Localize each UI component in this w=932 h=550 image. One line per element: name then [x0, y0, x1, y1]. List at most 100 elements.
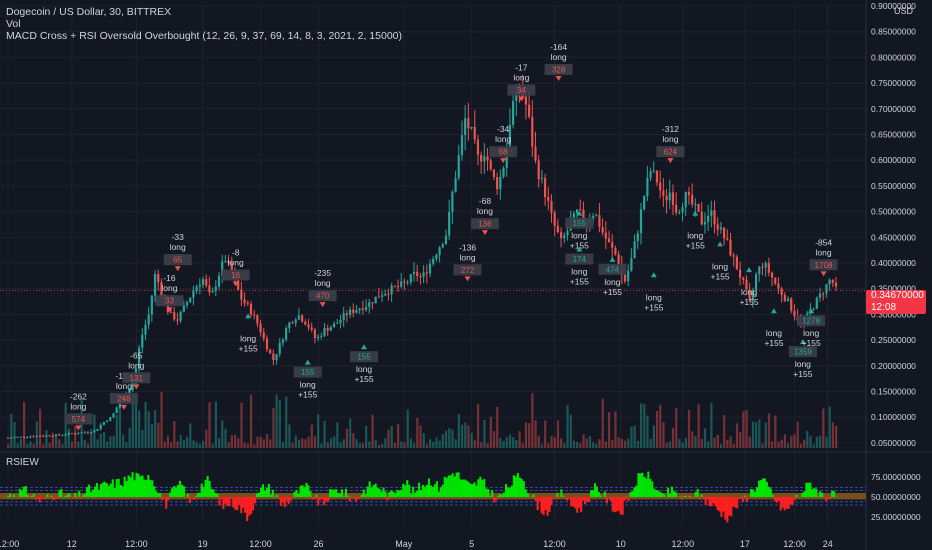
candle-body — [253, 314, 256, 316]
rsi-bar — [161, 497, 164, 501]
signal-badge-text: 155 — [573, 219, 587, 228]
rsi-bar — [352, 497, 355, 498]
candle-body — [118, 401, 121, 408]
rsi-bar — [587, 497, 591, 503]
price-tick-label: 0.75000000 — [871, 78, 916, 88]
volume-bar — [751, 421, 755, 448]
rsi-bar — [702, 497, 705, 499]
time-tick-label: 12:00 — [0, 539, 19, 549]
rsi-bar — [556, 492, 559, 497]
signal-badge-text: 574 — [72, 415, 86, 424]
rsi-bar — [489, 496, 492, 497]
candle-body — [224, 261, 227, 263]
rsi-bar — [807, 482, 810, 497]
rsi-tick-label: 25.00000000 — [871, 512, 921, 522]
volume-legend[interactable]: Vol — [6, 18, 21, 30]
rsi-bar — [833, 491, 836, 497]
rsi-bar — [576, 497, 579, 513]
rsi-bar — [220, 497, 223, 499]
symbol-legend[interactable]: Dogecoin / US Dollar, 30, BITTREX — [6, 6, 171, 18]
rsi-bar — [119, 484, 122, 497]
signal-badge — [221, 269, 250, 281]
rsi-bar — [301, 485, 304, 497]
volume-bar — [627, 438, 630, 448]
candle-body — [502, 167, 505, 177]
candle-body — [64, 434, 67, 436]
rsi-bar — [439, 487, 442, 497]
symbol-title[interactable]: Dogecoin / US Dollar, 30, BITTREX — [6, 6, 172, 18]
rsi-bar — [584, 497, 587, 505]
rsi-bar — [532, 494, 535, 497]
rsi-bar — [805, 482, 808, 497]
rsi-bar — [791, 497, 794, 506]
rsi-bar — [115, 479, 118, 497]
volume-bar — [217, 438, 221, 448]
rsi-bar — [263, 490, 266, 497]
rsi-tick-label: 50.00000000 — [871, 492, 921, 502]
candle-body — [288, 322, 291, 329]
rsi-bar — [508, 487, 512, 497]
sell-arrow-icon — [174, 266, 181, 272]
rsi-bar — [26, 494, 29, 497]
candle-body — [371, 302, 374, 304]
rsi-bar — [24, 486, 27, 497]
rsi-bar — [362, 489, 365, 497]
volume-bar — [675, 407, 678, 448]
candle-body — [339, 319, 342, 323]
signal-badge-text: 16 — [231, 271, 240, 280]
candle-body — [185, 302, 189, 306]
rsi-bar — [562, 495, 565, 497]
rsi-bar — [682, 496, 685, 497]
volume-bar — [569, 414, 572, 448]
volume-bar — [342, 439, 345, 448]
candle-body — [678, 212, 681, 214]
sell-arrow-icon — [133, 384, 140, 390]
volume-bar — [735, 423, 739, 448]
signal-badge-text: 33 — [165, 297, 174, 306]
volume-bar — [374, 440, 377, 448]
volume-bar — [275, 394, 278, 448]
rsi-bar — [16, 497, 19, 498]
indicator-legend[interactable]: MACD Cross + RSI Oversold Overbought (12… — [6, 30, 402, 42]
indicator-title[interactable]: MACD Cross + RSI Oversold Overbought (12… — [6, 30, 403, 42]
rsi-bar — [84, 493, 87, 497]
candle-body — [42, 435, 45, 437]
volume-bar — [195, 442, 198, 448]
volume-bar — [393, 443, 397, 448]
volume-bar — [106, 441, 109, 448]
rsi-bar — [157, 493, 160, 497]
time-tick-label: 12:00 — [672, 539, 695, 549]
volume-bar — [278, 399, 281, 448]
signal-badge-text: 246 — [117, 394, 131, 403]
rsi-bar — [645, 478, 648, 497]
candle-body — [352, 309, 355, 313]
rsi-bar — [827, 497, 830, 500]
rsi-bar — [580, 497, 583, 513]
candle-body — [604, 232, 607, 239]
rsi-bar — [248, 497, 251, 516]
rsi-bar — [815, 488, 818, 497]
candle-body — [428, 263, 432, 274]
rsi-bar — [635, 485, 638, 497]
candle-body — [256, 315, 259, 324]
volume-bar — [723, 415, 726, 448]
rsi-bar — [8, 493, 12, 497]
rsi-pane-label[interactable]: RSIEW — [6, 457, 39, 468]
rsi-bar — [234, 497, 237, 510]
candle-body — [310, 327, 313, 330]
rsi-bar — [246, 497, 249, 522]
rsi-bar — [129, 477, 132, 497]
volume-bar — [806, 430, 809, 448]
candle-body — [160, 282, 163, 296]
signal-badge — [64, 413, 93, 425]
volume-bar — [719, 443, 723, 448]
signal-badge-text: 155 — [357, 353, 371, 362]
candle-body — [496, 177, 499, 190]
volume-title[interactable]: Vol — [6, 18, 21, 30]
rsi-bar — [670, 486, 674, 497]
volume-bar — [42, 444, 45, 448]
rsi-bar — [32, 493, 35, 497]
candle-body — [754, 274, 758, 291]
signal-badge-text: 272 — [461, 266, 475, 275]
